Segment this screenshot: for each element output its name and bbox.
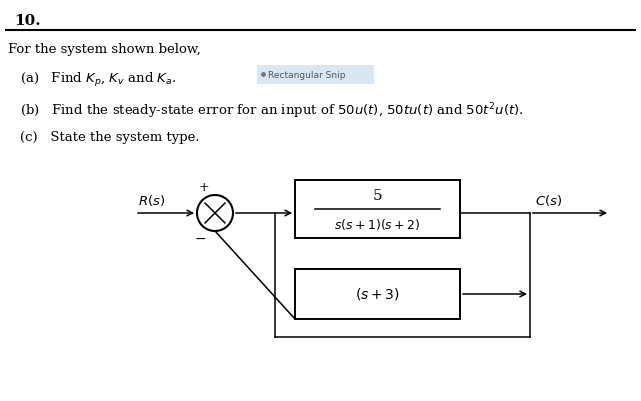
Bar xyxy=(295,180,460,238)
Text: 10.: 10. xyxy=(14,14,40,28)
Text: (b)   Find the steady-state error for an input of $50u(t)$, $50tu(t)$ and $50t^2: (b) Find the steady-state error for an i… xyxy=(20,101,524,121)
Text: $R(s)$: $R(s)$ xyxy=(138,193,165,208)
FancyBboxPatch shape xyxy=(257,65,374,84)
Text: Rectangular Snip: Rectangular Snip xyxy=(268,71,345,80)
Text: (c)   State the system type.: (c) State the system type. xyxy=(20,131,199,144)
Text: $s(s+1)(s+2)$: $s(s+1)(s+2)$ xyxy=(334,217,420,232)
Bar xyxy=(295,269,460,319)
Text: For the system shown below,: For the system shown below, xyxy=(8,43,201,56)
Text: −: − xyxy=(195,232,206,246)
Text: $(s+3)$: $(s+3)$ xyxy=(355,286,400,302)
Text: $C(s)$: $C(s)$ xyxy=(535,193,562,208)
Text: (a)   Find $K_p$, $K_v$ and $K_a$.: (a) Find $K_p$, $K_v$ and $K_a$. xyxy=(20,71,176,89)
Text: 5: 5 xyxy=(372,188,382,203)
Text: +: + xyxy=(199,181,210,194)
